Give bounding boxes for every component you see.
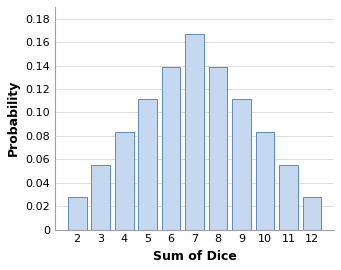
Bar	[209, 67, 227, 230]
Bar	[302, 197, 321, 230]
X-axis label: Sum of Dice: Sum of Dice	[153, 250, 237, 263]
Bar	[256, 132, 275, 230]
Bar	[162, 67, 180, 230]
Bar	[185, 34, 204, 230]
Bar	[279, 164, 298, 230]
Bar	[138, 99, 157, 230]
Bar	[68, 197, 87, 230]
Y-axis label: Probability: Probability	[7, 80, 20, 157]
Bar	[232, 99, 251, 230]
Bar	[91, 164, 110, 230]
Bar	[115, 132, 134, 230]
